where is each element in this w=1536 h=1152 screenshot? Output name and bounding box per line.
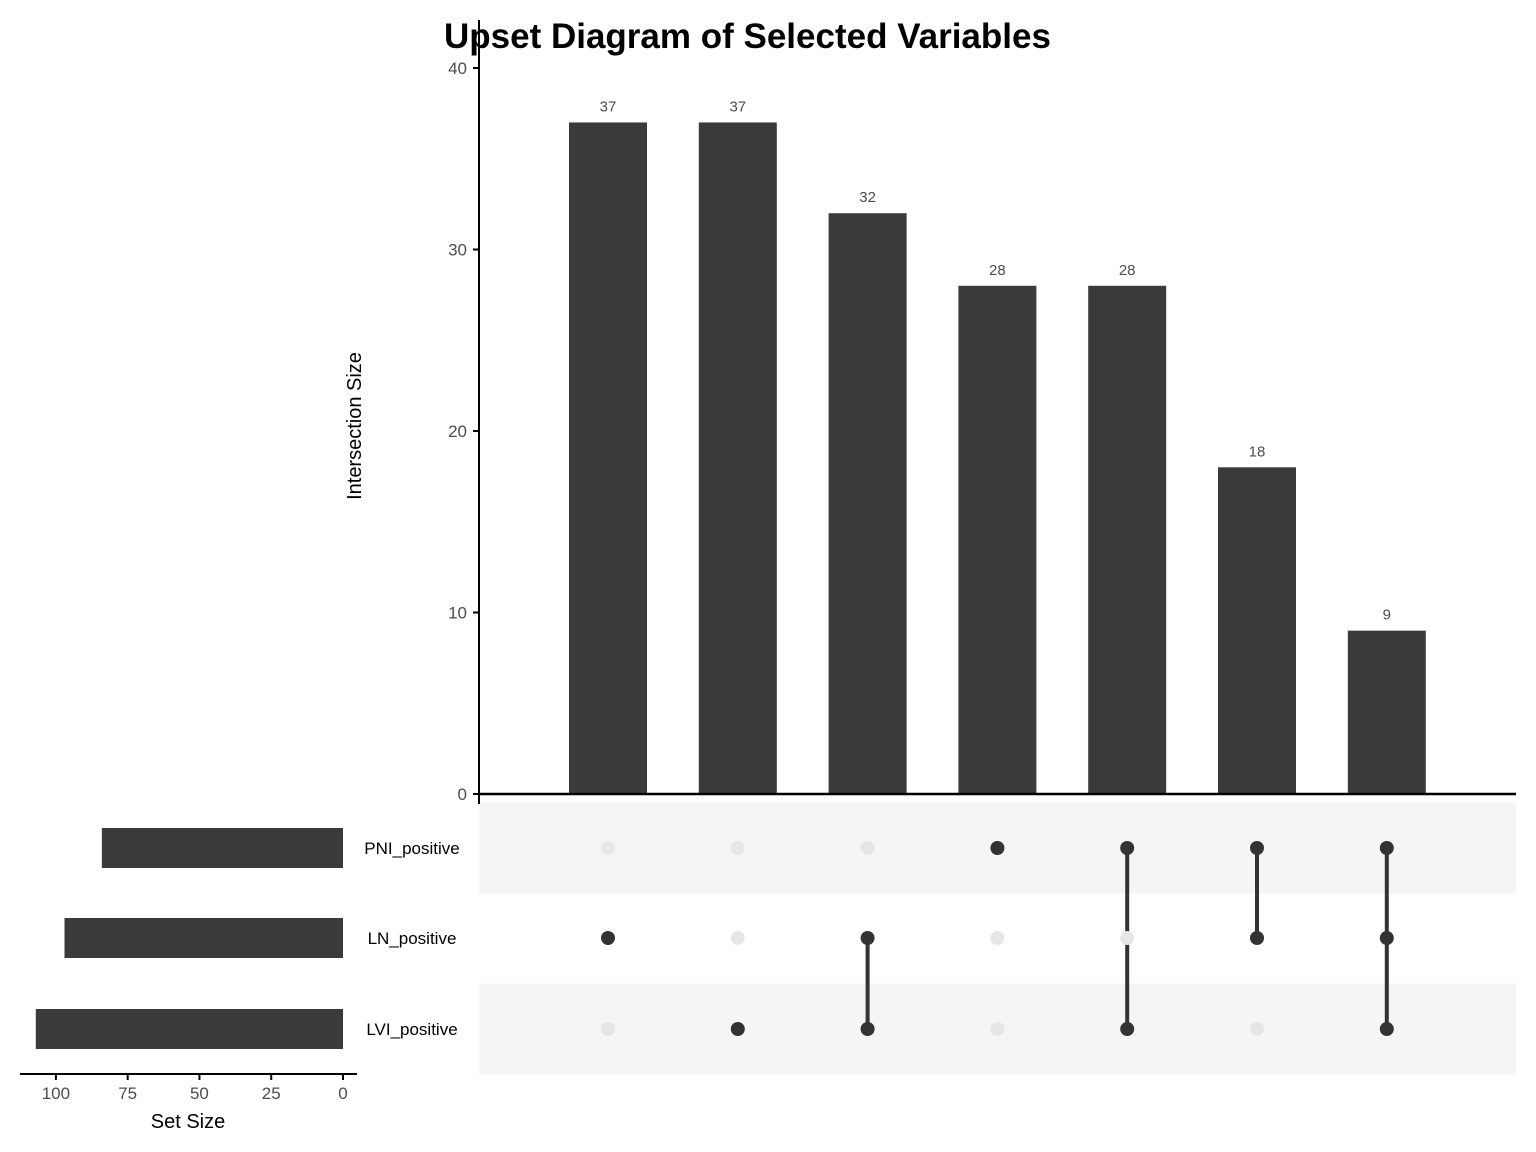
- intersection-bars: 37 37 32 28 28 18 9: [569, 98, 1426, 794]
- set-size-tick-label: 0: [338, 1084, 347, 1103]
- matrix-dot-inactive: [601, 1022, 615, 1036]
- set-size-bar: [35, 1009, 344, 1049]
- matrix-dot-active: [1250, 841, 1264, 855]
- matrix-dot-active: [730, 1022, 745, 1036]
- set-size-tick-label: 50: [190, 1084, 209, 1103]
- bar-value-label: 18: [1249, 443, 1266, 460]
- y-axis-label: Intersection Size: [344, 352, 366, 500]
- intersection-bar: [569, 122, 647, 794]
- bar-value-label: 28: [989, 262, 1006, 279]
- set-size-tick-label: 100: [42, 1084, 70, 1103]
- bar-value-label: 28: [1119, 262, 1136, 279]
- matrix-dot-inactive: [1250, 1022, 1264, 1036]
- chart-title: Upset Diagram of Selected Variables: [444, 17, 1051, 56]
- matrix-dot-active: [1120, 841, 1135, 855]
- matrix-dot-inactive: [990, 931, 1005, 945]
- matrix-dot-inactive: [601, 841, 615, 855]
- y-axis: 0 10 20 30 40: [448, 20, 1516, 804]
- intersection-bar: [698, 122, 777, 794]
- matrix-dot-inactive: [990, 1022, 1005, 1036]
- matrix-dot-active: [860, 931, 875, 945]
- matrix-dot-active: [990, 841, 1005, 855]
- intersection-bar: [1088, 285, 1167, 794]
- set-size-tick-label: 25: [262, 1084, 281, 1103]
- matrix-dot-inactive: [730, 841, 745, 855]
- matrix-dot-active: [1379, 931, 1394, 945]
- intersection-bar: [828, 213, 907, 794]
- y-tick-label: 10: [448, 604, 467, 623]
- intersection-bar: [958, 285, 1037, 794]
- set-size-bar: [101, 828, 344, 868]
- set-size-tick-label: 75: [118, 1084, 137, 1103]
- bar-value-label: 32: [859, 189, 876, 206]
- matrix-dot-inactive: [1120, 931, 1135, 945]
- matrix-dot-active: [1379, 841, 1394, 855]
- y-tick-label: 30: [448, 241, 467, 260]
- bar-value-label: 37: [729, 98, 746, 115]
- bar-value-label: 9: [1383, 607, 1391, 624]
- matrix-dot-active: [601, 931, 615, 945]
- bar-value-label: 37: [600, 98, 617, 115]
- intersection-bar: [1347, 630, 1426, 794]
- matrix-dot-active: [1250, 931, 1264, 945]
- intersection-matrix: [601, 841, 1394, 1036]
- matrix-dot-active: [1379, 1022, 1394, 1036]
- intersection-bar: [1218, 467, 1296, 794]
- y-tick-label: 0: [458, 785, 467, 804]
- set-name-label: PNI_positive: [364, 839, 459, 858]
- set-name-label: LN_positive: [368, 929, 457, 948]
- set-size-bars: PNI_positive LN_positive LVI_positive: [35, 828, 460, 1049]
- set-size-axis-label: Set Size: [151, 1111, 225, 1133]
- set-name-label: LVI_positive: [366, 1020, 457, 1039]
- set-size-axis: 100 75 50 25 0: [20, 1073, 357, 1103]
- y-tick-label: 20: [448, 422, 467, 441]
- set-size-bar: [64, 918, 343, 958]
- matrix-dot-inactive: [730, 931, 745, 945]
- matrix-dot-active: [860, 1022, 875, 1036]
- matrix-dot-active: [1120, 1022, 1135, 1036]
- matrix-dot-inactive: [860, 841, 875, 855]
- y-tick-label: 40: [448, 59, 467, 78]
